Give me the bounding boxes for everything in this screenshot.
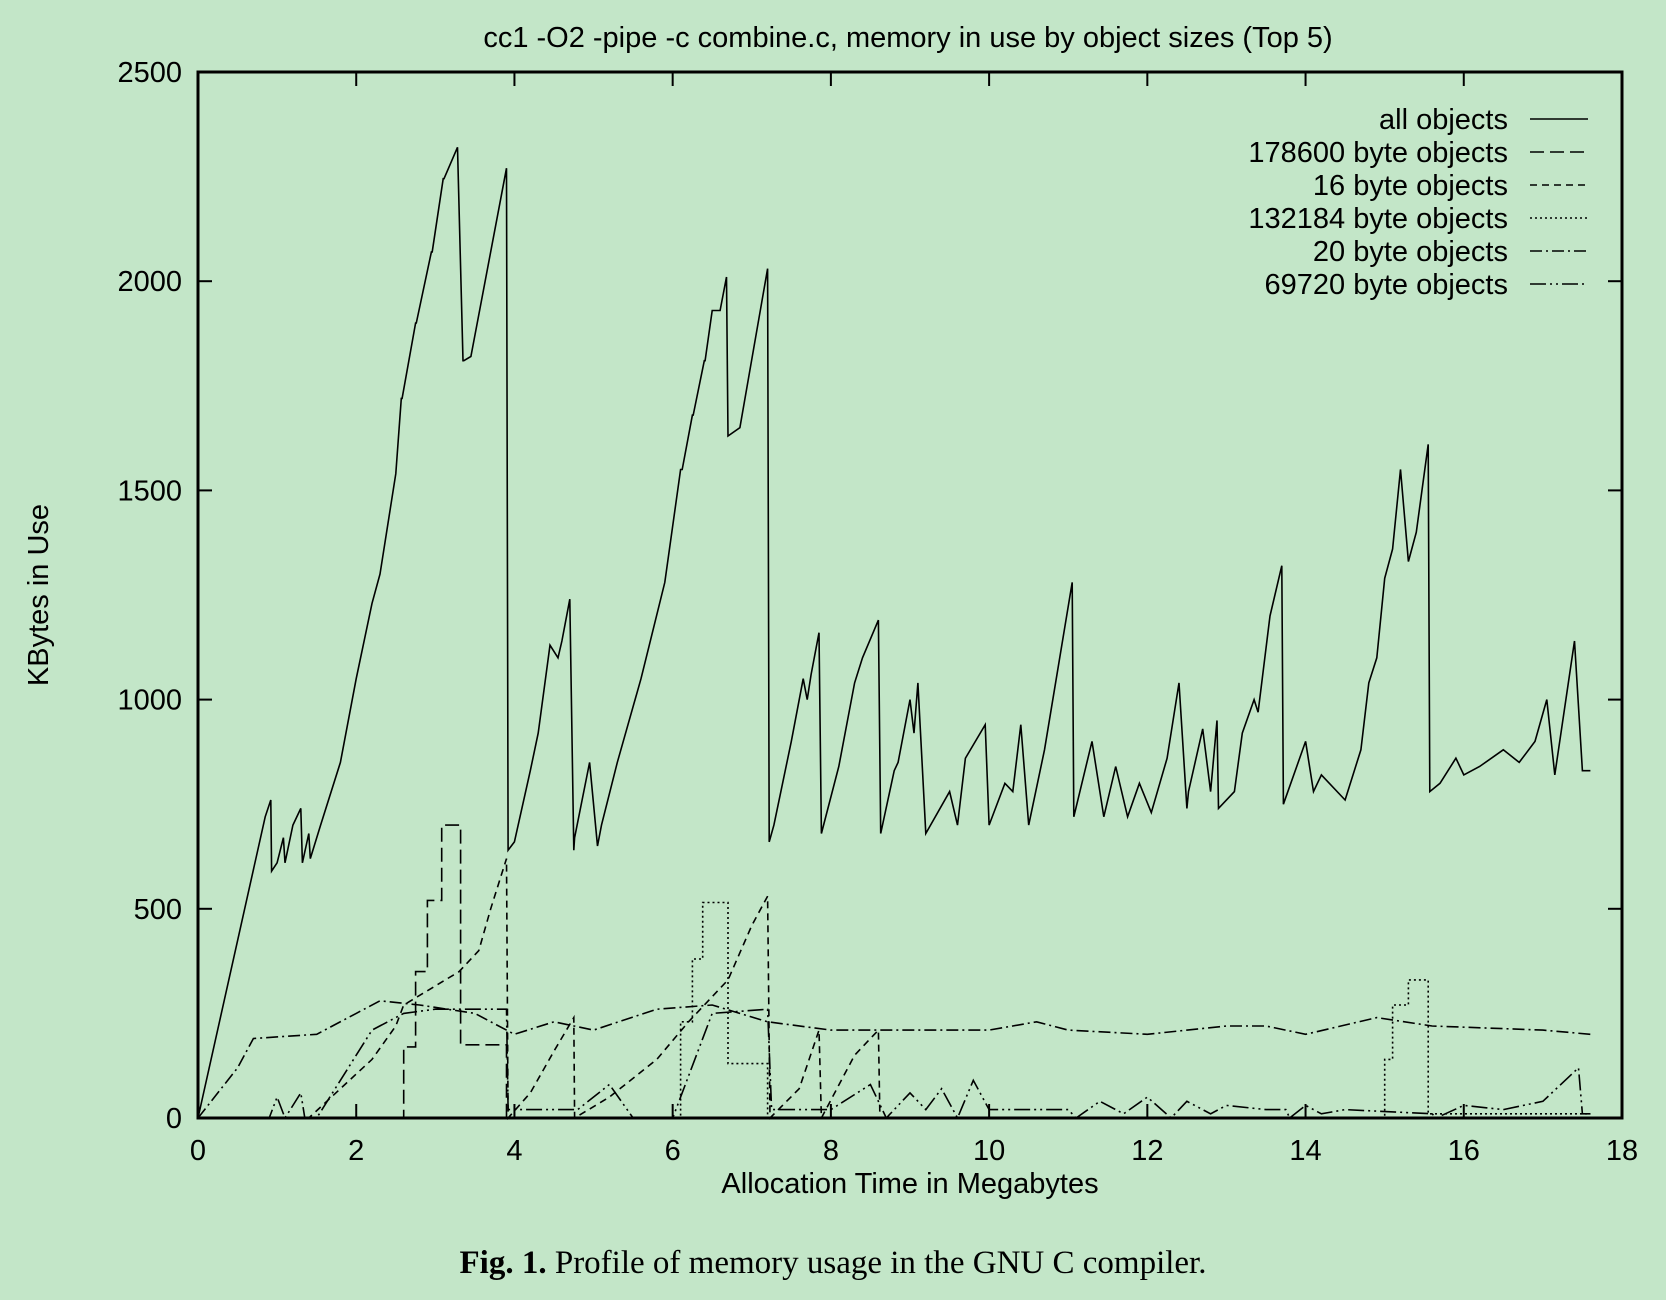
legend-label: all objects <box>1379 104 1508 136</box>
x-tick-label: 8 <box>823 1135 839 1167</box>
figure-caption: Fig. 1. Profile of memory usage in the G… <box>0 1245 1666 1282</box>
x-tick-label: 6 <box>665 1135 681 1167</box>
y-tick-label: 0 <box>166 1103 182 1135</box>
series-line-5 <box>197 999 1591 1119</box>
y-tick-label: 2000 <box>117 266 182 298</box>
series-lines <box>197 146 1591 1122</box>
x-axis-label: Allocation Time in Megabytes <box>721 1168 1098 1200</box>
y-tick-label: 1000 <box>117 685 182 717</box>
series-line-4 <box>198 901 1591 1119</box>
y-tick-label: 500 <box>134 894 182 926</box>
legend-label: 69720 byte objects <box>1265 269 1508 301</box>
x-tick-label: 4 <box>506 1135 522 1167</box>
y-axis-label: KBytes in Use <box>23 504 55 686</box>
legend-label: 20 byte objects <box>1313 236 1508 268</box>
x-tick-label: 2 <box>348 1135 364 1167</box>
x-tick-label: 10 <box>973 1135 1005 1167</box>
chart-title: cc1 -O2 -pipe -c combine.c, memory in us… <box>483 22 1332 54</box>
y-tick-label: 2500 <box>117 57 182 89</box>
x-tick-label: 0 <box>190 1135 206 1167</box>
plot-frame <box>196 70 1624 1120</box>
caption-text: Profile of memory usage in the GNU C com… <box>554 1245 1207 1281</box>
x-tick-label: 18 <box>1606 1135 1638 1167</box>
y-tick-label: 1500 <box>117 475 182 507</box>
legend-label: 132184 byte objects <box>1248 203 1508 235</box>
x-tick-label: 14 <box>1289 1135 1321 1167</box>
legend-label: 178600 byte objects <box>1248 137 1508 169</box>
y-axis: 0 500 1000 1500 2000 2500 <box>117 57 1622 1135</box>
caption-label: Fig. 1. <box>459 1245 547 1281</box>
series-line-2 <box>198 824 681 1119</box>
x-axis: 0 2 4 6 8 10 12 14 16 18 <box>190 72 1638 1167</box>
legend-label: 16 byte objects <box>1313 170 1508 202</box>
x-tick-label: 16 <box>1448 1135 1480 1167</box>
series-line-6 <box>198 1008 1591 1120</box>
series-line-3 <box>198 858 881 1122</box>
series-line-1 <box>197 146 1591 1119</box>
x-tick-label: 12 <box>1131 1135 1163 1167</box>
